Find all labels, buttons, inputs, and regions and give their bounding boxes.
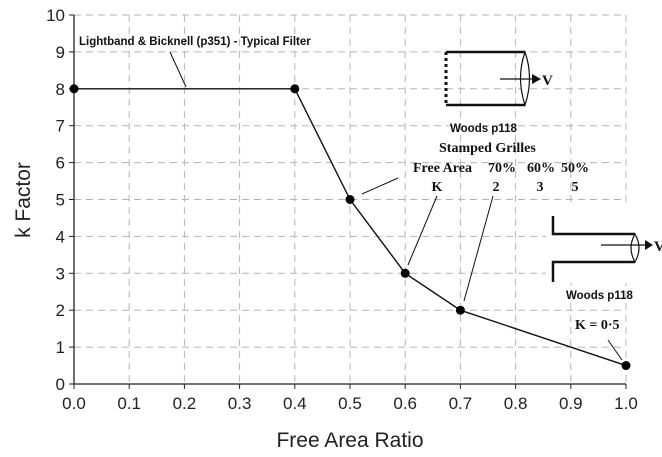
data-point bbox=[455, 305, 465, 315]
free-area-50: 50% bbox=[561, 161, 589, 176]
x-tick-label: 0.9 bbox=[559, 394, 583, 413]
k-value-2: 2 bbox=[493, 180, 500, 195]
x-tick-label: 0.3 bbox=[228, 394, 252, 413]
k-value-3: 3 bbox=[537, 180, 544, 195]
series bbox=[69, 84, 631, 371]
y-tick-label: 5 bbox=[56, 191, 65, 210]
x-tick-label: 0.7 bbox=[449, 394, 473, 413]
woods-right-background bbox=[546, 205, 662, 283]
series-line bbox=[74, 88, 627, 367]
leader-to-0.5 bbox=[361, 177, 399, 195]
k-label: K bbox=[432, 180, 443, 195]
stamped-grilles-title: Stamped Grilles bbox=[439, 141, 536, 156]
y-tick-label: 8 bbox=[56, 80, 65, 99]
x-tick-label: 0.0 bbox=[62, 394, 86, 413]
velocity-symbol-right: V bbox=[654, 239, 662, 255]
k-value-5: 5 bbox=[572, 180, 579, 195]
x-tick-label: 0.8 bbox=[504, 394, 528, 413]
y-tick-label: 1 bbox=[56, 338, 65, 357]
y-tick-label: 0 bbox=[56, 375, 65, 394]
data-point bbox=[69, 84, 79, 94]
leader-to-1.0 bbox=[607, 339, 623, 361]
annotation-woods-top: Woods p118 bbox=[450, 123, 517, 135]
y-tick-label: 6 bbox=[56, 154, 65, 173]
leader-to-0.7 bbox=[463, 195, 494, 302]
grid-lines bbox=[74, 14, 627, 384]
x-tick-label: 0.4 bbox=[283, 394, 307, 413]
free-area-60: 60% bbox=[527, 161, 555, 176]
annotation-lightband: Lightband & Bicknell (p351) - Typical Fi… bbox=[79, 36, 311, 48]
x-tick-label: 0.6 bbox=[393, 394, 417, 413]
woods-top-diagram bbox=[444, 50, 541, 107]
data-point bbox=[621, 361, 631, 371]
y-tick-label: 10 bbox=[46, 6, 65, 25]
leader-lightband bbox=[169, 51, 187, 88]
y-tick-label: 7 bbox=[56, 117, 65, 136]
woods-right-diagram bbox=[551, 216, 653, 282]
y-tick-label: 2 bbox=[56, 301, 65, 320]
y-tick-label: 9 bbox=[56, 43, 65, 62]
velocity-symbol-top: V bbox=[542, 73, 553, 89]
y-tick-label: 4 bbox=[56, 227, 65, 246]
free-area-70: 70% bbox=[488, 161, 516, 176]
annotations: Lightband & Bicknell (p351) - Typical Fi… bbox=[79, 36, 662, 361]
leader-to-0.6 bbox=[407, 195, 438, 266]
tick-marks: 0.0 0.1 0.2 0.3 0.4 0.5 0.6 0.7 0.8 0.9 1.0 0 1 2 3 4 5 6… bbox=[46, 6, 638, 413]
annotation-woods-right: Woods p118 bbox=[566, 290, 633, 302]
data-point bbox=[400, 268, 410, 278]
free-area-label: Free Area bbox=[413, 161, 472, 176]
y-axis-title: k Factor bbox=[12, 162, 35, 238]
data-point bbox=[345, 195, 355, 204]
x-axis-title: Free Area Ratio bbox=[276, 429, 423, 452]
x-tick-label: 0.1 bbox=[117, 394, 141, 413]
x-tick-label: 0.2 bbox=[173, 394, 197, 413]
x-tick-label: 0.5 bbox=[338, 394, 362, 413]
data-point bbox=[290, 84, 300, 94]
annotation-k-half: K = 0·5 bbox=[575, 318, 620, 333]
y-tick-label: 3 bbox=[56, 264, 65, 283]
x-tick-label: 1.0 bbox=[614, 394, 638, 413]
